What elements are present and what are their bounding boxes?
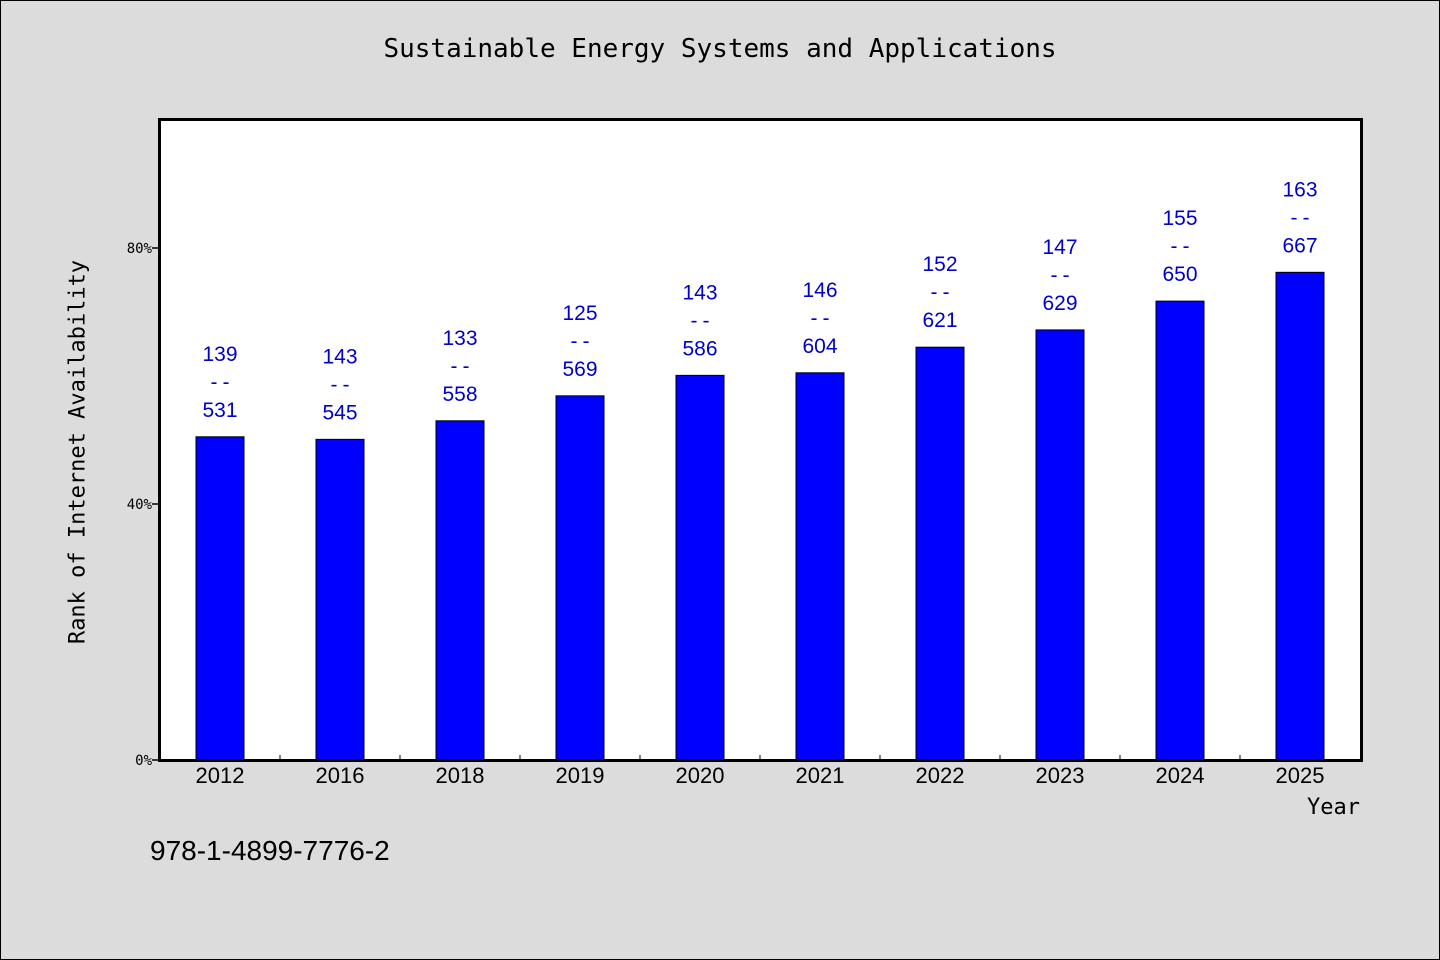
y-tick-label: 80% (127, 241, 153, 257)
data-label: 146 (802, 279, 837, 302)
bars-layer (195, 271, 1325, 761)
x-tick-label: 2024 (1156, 763, 1205, 788)
data-label: 586 (682, 337, 717, 360)
bar-2025 (1275, 271, 1325, 761)
data-label: 125 (562, 302, 597, 325)
data-label: 650 (1162, 263, 1197, 286)
data-label: 621 (922, 309, 957, 332)
data-label: 163 (1282, 178, 1317, 201)
data-label: 667 (1282, 234, 1317, 257)
x-axis-label: Year (1307, 795, 1360, 820)
bar-2018 (435, 420, 485, 761)
data-label: 545 (322, 401, 357, 424)
x-tick-label: 2016 (316, 763, 365, 788)
y-tick-label: 40% (127, 497, 153, 513)
data-label: -- (928, 280, 952, 304)
bar-2019 (555, 395, 605, 761)
data-label: -- (208, 370, 232, 394)
data-label: -- (1168, 234, 1192, 258)
x-tick-label: 2020 (676, 763, 725, 788)
ticks-layer: 0% 40% 80% 2012 2016 2018 2019 2020 2021 2022 2023… (127, 241, 1325, 788)
y-axis-label: Rank of Internet Availability (65, 259, 91, 645)
data-labels-layer: 139 -- 531 143 -- 545 133 -- 558 125 -- 569 143 -- 586… (202, 178, 1317, 424)
data-label: 143 (682, 281, 717, 304)
data-label: -- (688, 308, 712, 332)
isbn-label: 978-1-4899-7776-2 (150, 835, 390, 866)
x-tick-label: 2025 (1276, 763, 1325, 788)
data-label: 604 (802, 335, 837, 358)
x-tick-label: 2022 (916, 763, 965, 788)
bar-2016 (315, 438, 365, 761)
x-tick-label: 2023 (1036, 763, 1085, 788)
data-label: 155 (1162, 207, 1197, 230)
data-label: 139 (202, 343, 237, 366)
y-tick-label: 0% (135, 753, 152, 769)
bar-2022 (915, 346, 965, 761)
data-label: 629 (1042, 292, 1077, 315)
bar-2020 (675, 374, 725, 761)
data-label: 558 (442, 383, 477, 406)
data-label: 569 (562, 358, 597, 381)
x-tick-label: 2012 (196, 763, 245, 788)
data-label: 133 (442, 327, 477, 350)
x-tick-label: 2021 (796, 763, 845, 788)
data-label: 147 (1042, 236, 1077, 259)
bar-2021 (795, 372, 845, 761)
data-label: 531 (202, 399, 237, 422)
data-label: -- (808, 306, 832, 330)
data-label: 152 (922, 253, 957, 276)
x-tick-label: 2018 (436, 763, 485, 788)
x-tick-label: 2019 (556, 763, 605, 788)
bar-2012 (195, 436, 245, 761)
bar-2024 (1155, 300, 1205, 761)
data-label: -- (328, 372, 352, 396)
data-label: -- (568, 329, 592, 353)
data-label: 143 (322, 345, 357, 368)
chart-title: Sustainable Energy Systems and Applicati… (383, 34, 1057, 64)
data-label: -- (448, 354, 472, 378)
data-label: -- (1288, 205, 1312, 229)
bar-2023 (1035, 329, 1085, 761)
data-label: -- (1048, 263, 1072, 287)
